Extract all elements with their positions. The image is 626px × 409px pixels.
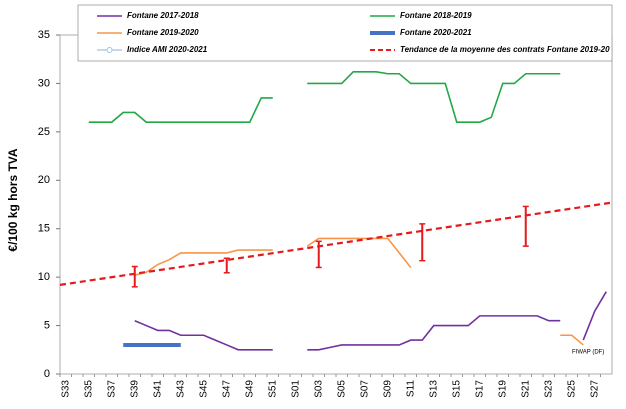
- series-line: [560, 334, 584, 346]
- x-tick-label: S15: [451, 380, 462, 398]
- x-tick-label: S25: [566, 380, 577, 398]
- x-tick-label: S07: [359, 380, 370, 398]
- x-tick-label: S49: [244, 380, 255, 398]
- x-tick-label: S45: [198, 380, 209, 398]
- x-tick-label: S41: [152, 380, 163, 398]
- series-line: [307, 315, 561, 351]
- y-tick-label: 25: [38, 126, 50, 138]
- x-tick-label: S47: [221, 380, 232, 398]
- y-tick-label: 5: [44, 319, 50, 331]
- x-tick-label: S03: [313, 380, 324, 398]
- x-tick-label: S05: [336, 380, 347, 398]
- legend-label: Fontane 2017-2018: [127, 11, 199, 20]
- legend-box: [77, 4, 613, 62]
- legend-label: Tendance de la moyenne des contrats Font…: [400, 45, 610, 54]
- legend-label: Fontane 2018-2019: [400, 11, 472, 20]
- x-tick-label: S01: [290, 380, 301, 398]
- x-tick-label: S43: [175, 380, 186, 398]
- y-tick-label: 15: [38, 223, 50, 235]
- x-tick-label: S21: [520, 380, 531, 398]
- x-tick-label: S13: [428, 380, 439, 398]
- x-tick-label: S35: [83, 380, 94, 398]
- legend-label: Fontane 2019-2020: [127, 28, 199, 37]
- x-tick-label: S51: [267, 380, 278, 398]
- legend-label: Fontane 2020-2021: [400, 28, 472, 37]
- series-line: [307, 71, 561, 123]
- legend-label: Indice AMI 2020-2021: [127, 45, 208, 54]
- x-tick-label: S23: [543, 380, 554, 398]
- y-tick-label: 0: [44, 368, 50, 380]
- plot-frame: [59, 34, 613, 375]
- annotation: FIWAP (DF): [572, 350, 604, 356]
- series-line: [88, 97, 273, 123]
- y-tick-label: 30: [38, 77, 50, 89]
- trend-line: [59, 201, 613, 286]
- x-tick-label: S11: [405, 380, 416, 397]
- series-line: [134, 319, 273, 351]
- x-tick-label: S37: [106, 380, 117, 398]
- x-tick-label: S27: [589, 380, 600, 398]
- y-axis-title: €/100 kg hors TVA: [6, 148, 20, 251]
- legend-marker: [106, 47, 113, 53]
- x-tick-label: S39: [129, 380, 140, 398]
- series-line: [582, 291, 607, 341]
- series-line: [306, 237, 412, 268]
- y-tick-label: 20: [38, 174, 50, 186]
- x-tick-label: S33: [60, 380, 71, 398]
- x-tick-label: S09: [382, 380, 393, 398]
- x-tick-label: S19: [497, 380, 508, 398]
- series-line: [134, 249, 273, 276]
- x-tick-label: S17: [474, 380, 485, 398]
- y-tick-label: 35: [38, 29, 50, 41]
- y-tick-label: 10: [38, 271, 50, 283]
